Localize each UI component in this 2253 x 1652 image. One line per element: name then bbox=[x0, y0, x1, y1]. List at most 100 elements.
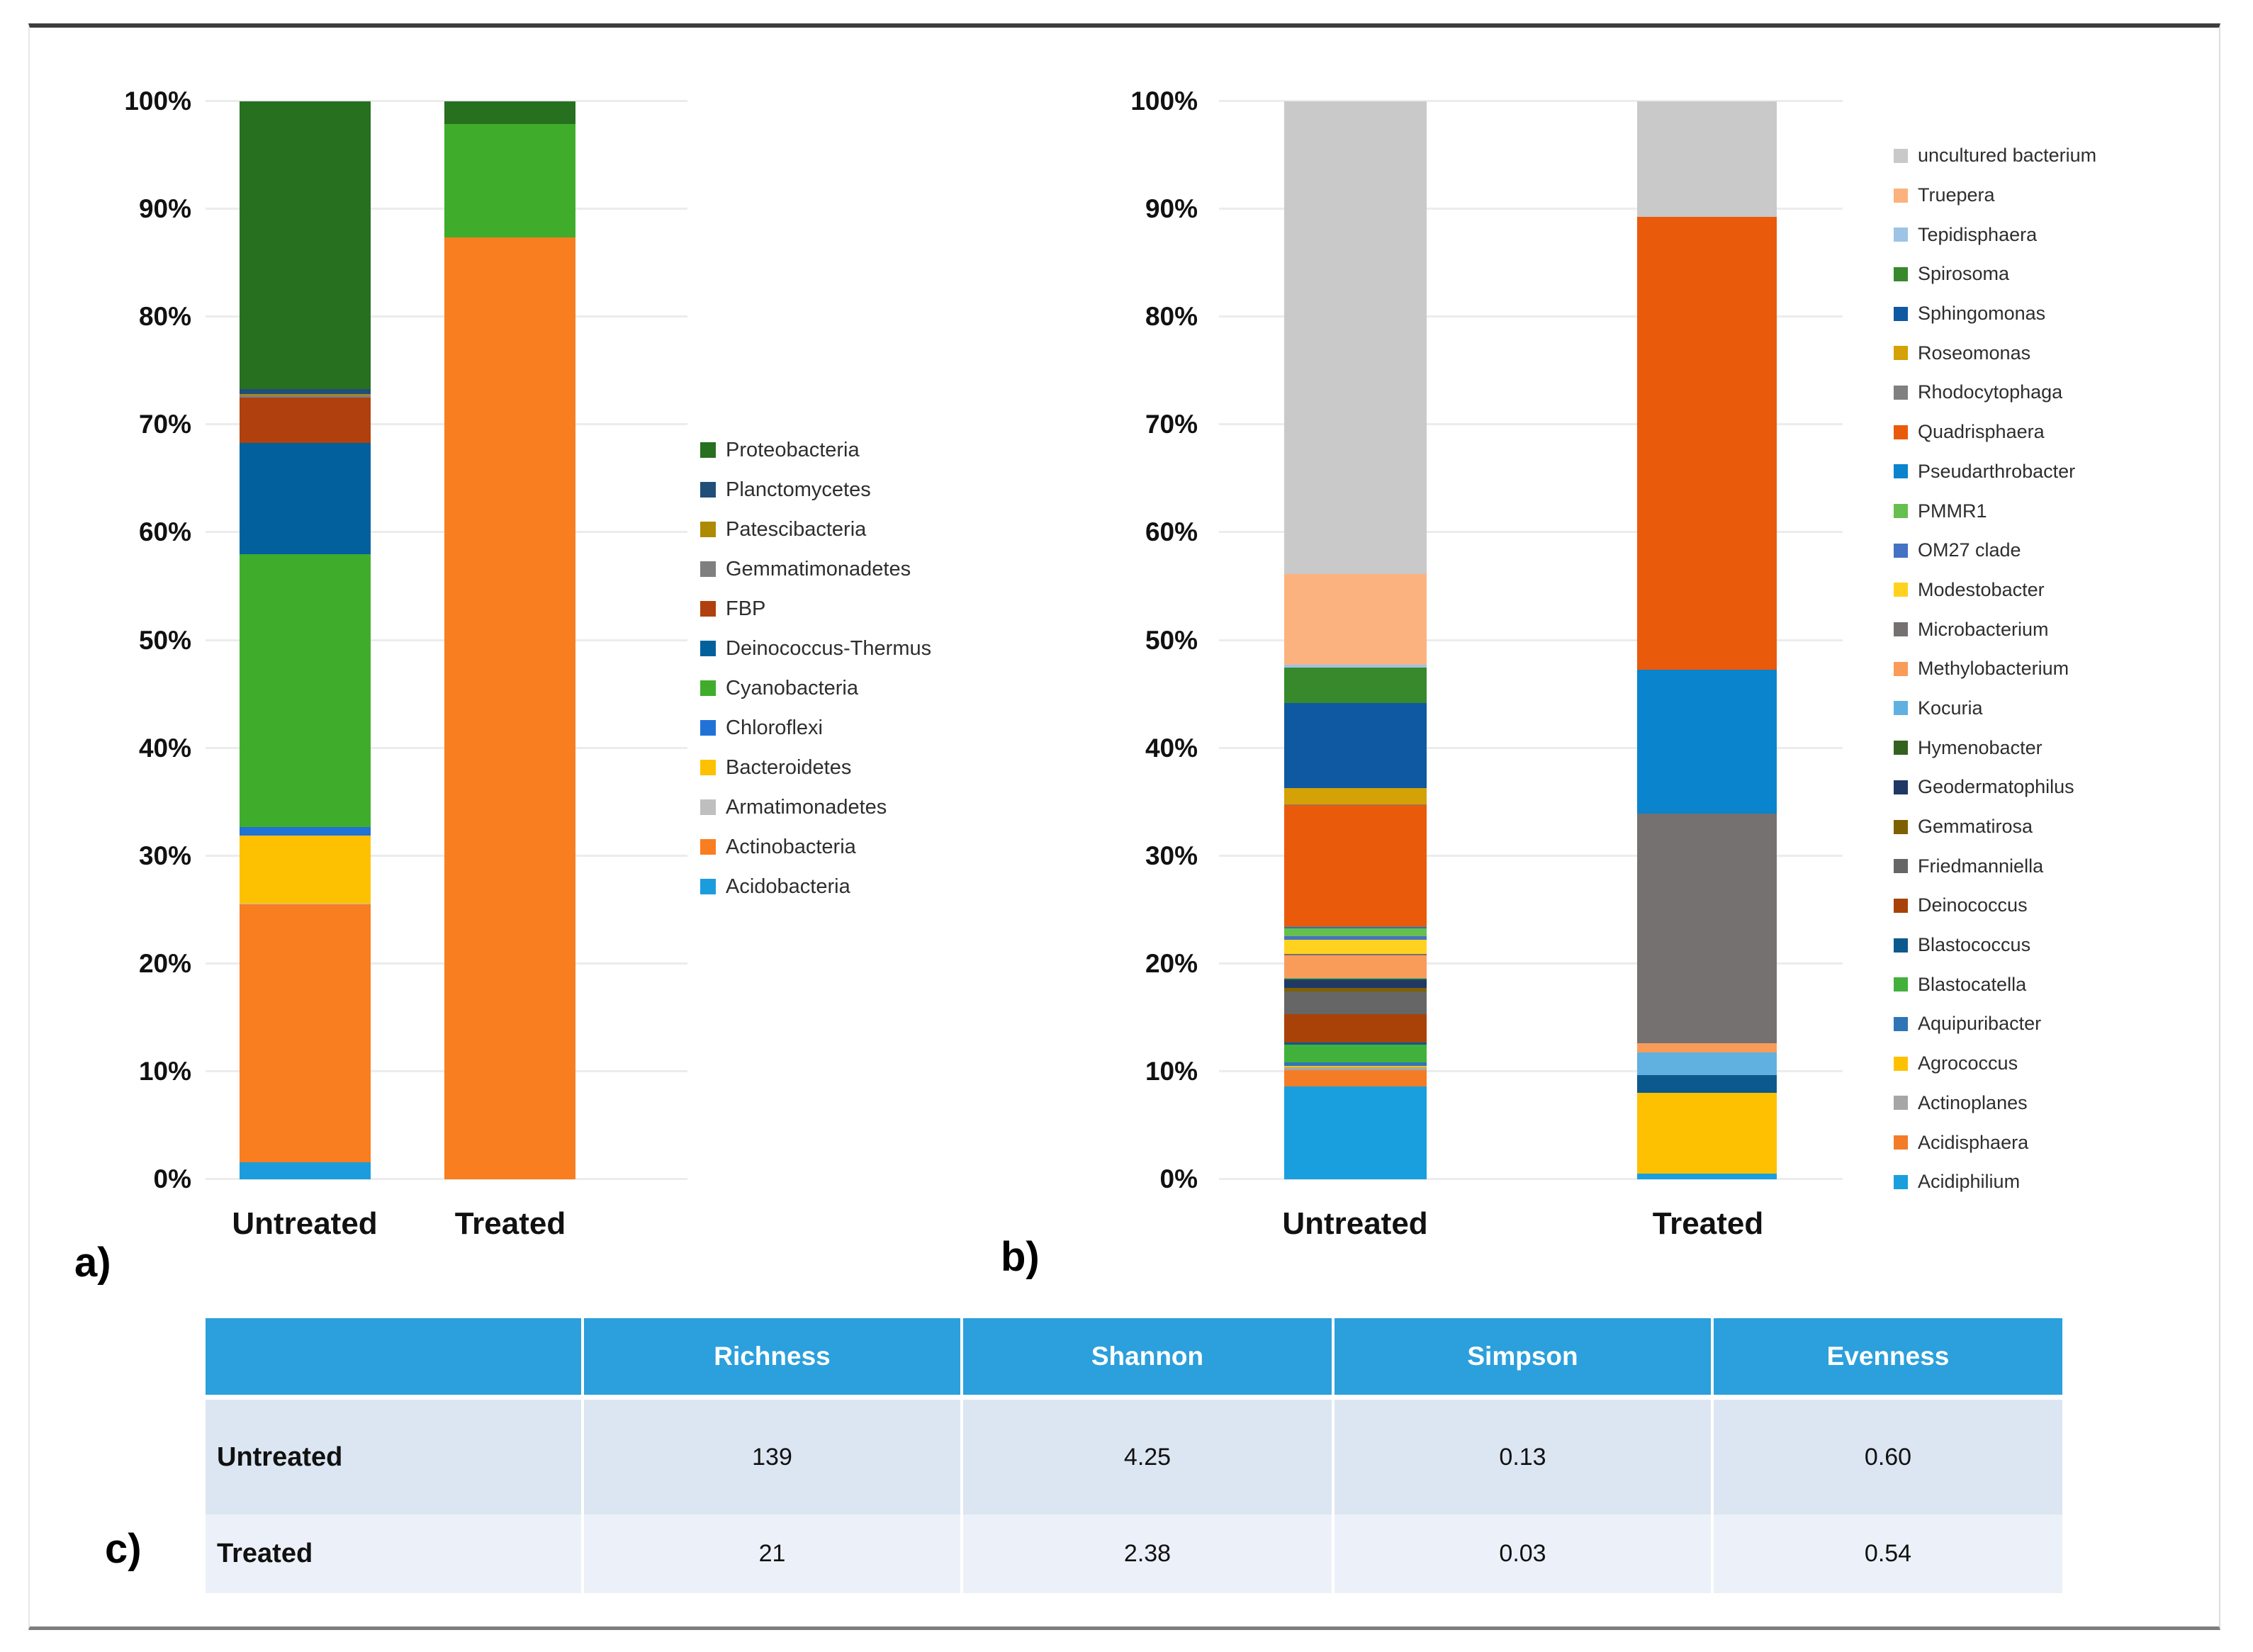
legend-label: Microbacterium bbox=[1918, 618, 2049, 640]
bar-segment-cyanobacteria bbox=[444, 123, 575, 237]
legend-label: Truepera bbox=[1918, 184, 1995, 206]
legend-item-tepidisphaera: Tepidisphaera bbox=[1894, 215, 2096, 254]
bar-segment-gemmatirosa bbox=[1284, 988, 1427, 992]
legend-item-methylobacterium: Methylobacterium bbox=[1894, 649, 2096, 689]
legend-label: Deinococcus-Thermus bbox=[726, 636, 932, 660]
bar-segment-cyanobacteria bbox=[240, 554, 371, 827]
legend-item-chloroflexi: Chloroflexi bbox=[700, 708, 931, 748]
legend-swatch-icon bbox=[700, 680, 716, 696]
legend-item-actinobacteria: Actinobacteria bbox=[700, 827, 931, 867]
legend-label: Rhodocytophaga bbox=[1918, 381, 2063, 403]
legend-label: Roseomonas bbox=[1918, 342, 2031, 364]
ytick-label-0%: 0% bbox=[1159, 1164, 1198, 1193]
chart-b-y-axis: 0% 10% 20% 30% 40% 50% 60% 70% 80% 90% 100% bbox=[1077, 86, 1198, 1193]
legend-label: Acidiphilium bbox=[1918, 1171, 2021, 1193]
gridline-20% bbox=[1219, 962, 1843, 965]
bar-segment-aquipuribacter bbox=[1284, 1062, 1427, 1067]
legend-label: Geodermatophilus bbox=[1918, 776, 2074, 798]
legend-item-rhodocytophaga: Rhodocytophaga bbox=[1894, 373, 2096, 412]
legend-item-cyanobacteria: Cyanobacteria bbox=[700, 668, 931, 708]
legend-item-fbp: FBP bbox=[700, 589, 931, 629]
bar-segment-hymenobacter bbox=[1284, 979, 1427, 980]
legend-label: PMMR1 bbox=[1918, 500, 1987, 522]
gridline-10% bbox=[1219, 1069, 1843, 1072]
bar-segment-actinobacteria bbox=[444, 237, 575, 1179]
bar-segment-geodermatophilus bbox=[1284, 979, 1427, 989]
table-header-simpson: Simpson bbox=[1335, 1318, 1714, 1400]
legend-label: Chloroflexi bbox=[726, 716, 823, 739]
bar-segment-actinoplanes bbox=[1284, 1067, 1427, 1071]
bar-segment-uncultured-bacterium bbox=[1637, 101, 1777, 217]
gridline-60% bbox=[1219, 531, 1843, 534]
legend-item-proteobacteria: Proteobacteria bbox=[700, 430, 931, 470]
legend-label: Blastocatella bbox=[1918, 973, 2027, 995]
bar-segment-acidiphilium bbox=[1284, 1086, 1427, 1179]
legend-label: Gemmatimonadetes bbox=[726, 557, 911, 580]
legend-label: Tepidisphaera bbox=[1918, 223, 2038, 245]
legend-swatch-icon bbox=[700, 561, 716, 577]
chart-a-category-untreated: Untreated bbox=[232, 1206, 378, 1241]
legend-item-bacteroidetes: Bacteroidetes bbox=[700, 748, 931, 787]
legend-item-aquipuribacter: Aquipuribacter bbox=[1894, 1004, 2096, 1044]
legend-label: Actinoplanes bbox=[1918, 1091, 2028, 1113]
table-header-richness: Richness bbox=[584, 1318, 963, 1400]
legend-swatch-icon bbox=[1894, 898, 1908, 913]
ytick-label-0%: 0% bbox=[153, 1164, 191, 1193]
legend-label: Kocuria bbox=[1918, 697, 1983, 719]
legend-label: Modestobacter bbox=[1918, 578, 2045, 600]
legend-label: Patescibacteria bbox=[726, 517, 867, 541]
legend-label: Agrococcus bbox=[1918, 1052, 2018, 1074]
bar-segment-actinobacteria bbox=[240, 904, 371, 1162]
legend-swatch-icon bbox=[700, 879, 716, 894]
legend-item-blastocatella: Blastocatella bbox=[1894, 965, 2096, 1004]
legend-swatch-icon bbox=[1894, 701, 1908, 716]
legend-item-sphingomonas: Sphingomonas bbox=[1894, 294, 2096, 334]
legend-item-acidisphaera: Acidisphaera bbox=[1894, 1123, 2096, 1162]
table-cell-untreated-richness: 139 bbox=[584, 1400, 963, 1515]
bar-segment-gemmatimonadetes bbox=[240, 395, 371, 398]
ytick-label-20%: 20% bbox=[1145, 948, 1198, 978]
table-cell-untreated-shannon: 4.25 bbox=[963, 1400, 1335, 1515]
bar-segment-acidiphilium bbox=[1637, 1174, 1777, 1179]
table-cell-treated-shannon: 2.38 bbox=[963, 1515, 1335, 1593]
legend-swatch-icon bbox=[1894, 306, 1908, 321]
table-row-label-treated: Treated bbox=[206, 1515, 584, 1593]
bar-segment-pmmr1 bbox=[1284, 928, 1427, 937]
bar-segment-kocuria bbox=[1284, 977, 1427, 979]
chart-a-y-axis: 0% 10% 20% 30% 40% 50% 60% 70% 80% 90% 100% bbox=[71, 86, 191, 1193]
legend-swatch-icon bbox=[700, 522, 716, 537]
chart-b-plot bbox=[1219, 100, 1843, 1180]
legend-label: OM27 clade bbox=[1918, 539, 2021, 561]
ytick-label-30%: 30% bbox=[138, 841, 191, 870]
legend-label: uncultured bacterium bbox=[1918, 145, 2097, 167]
legend-swatch-icon bbox=[1894, 385, 1908, 400]
legend-item-friedmanniella: Friedmanniella bbox=[1894, 846, 2096, 886]
chart-b-category-treated: Treated bbox=[1652, 1206, 1764, 1241]
legend-swatch-icon bbox=[1894, 661, 1908, 676]
legend-swatch-icon bbox=[700, 799, 716, 815]
legend-swatch-icon bbox=[700, 839, 716, 855]
bar-segment-blastococcus bbox=[1284, 1042, 1427, 1045]
legend-swatch-icon bbox=[1894, 780, 1908, 794]
bar-segment-friedmanniella bbox=[1284, 991, 1427, 1015]
legend-label: Aquipuribacter bbox=[1918, 1013, 2042, 1035]
legend-item-acidobacteria: Acidobacteria bbox=[700, 867, 931, 906]
legend-item-acidiphilium: Acidiphilium bbox=[1894, 1162, 2096, 1202]
bar-genera-untreated bbox=[1284, 101, 1427, 1179]
legend-item-om27-clade: OM27 clade bbox=[1894, 531, 2096, 571]
legend-label: Hymenobacter bbox=[1918, 736, 2043, 758]
panel-label-c: c) bbox=[105, 1526, 142, 1572]
chart-a-legend: Proteobacteria Planctomycetes Patescibacte… bbox=[700, 430, 931, 906]
legend-swatch-icon bbox=[1894, 622, 1908, 637]
legend-label: Blastococcus bbox=[1918, 934, 2031, 956]
ytick-label-100%: 100% bbox=[124, 86, 191, 116]
legend-swatch-icon bbox=[1894, 425, 1908, 439]
bar-segment-sphingomonas bbox=[1284, 702, 1427, 789]
legend-item-armatimonadetes: Armatimonadetes bbox=[700, 787, 931, 827]
ytick-label-90%: 90% bbox=[1145, 194, 1198, 224]
legend-item-kocuria: Kocuria bbox=[1894, 689, 2096, 729]
legend-item-pmmr1: PMMR1 bbox=[1894, 491, 2096, 531]
bar-segment-deinococcus-thermus bbox=[240, 443, 371, 554]
ytick-label-40%: 40% bbox=[1145, 733, 1198, 763]
